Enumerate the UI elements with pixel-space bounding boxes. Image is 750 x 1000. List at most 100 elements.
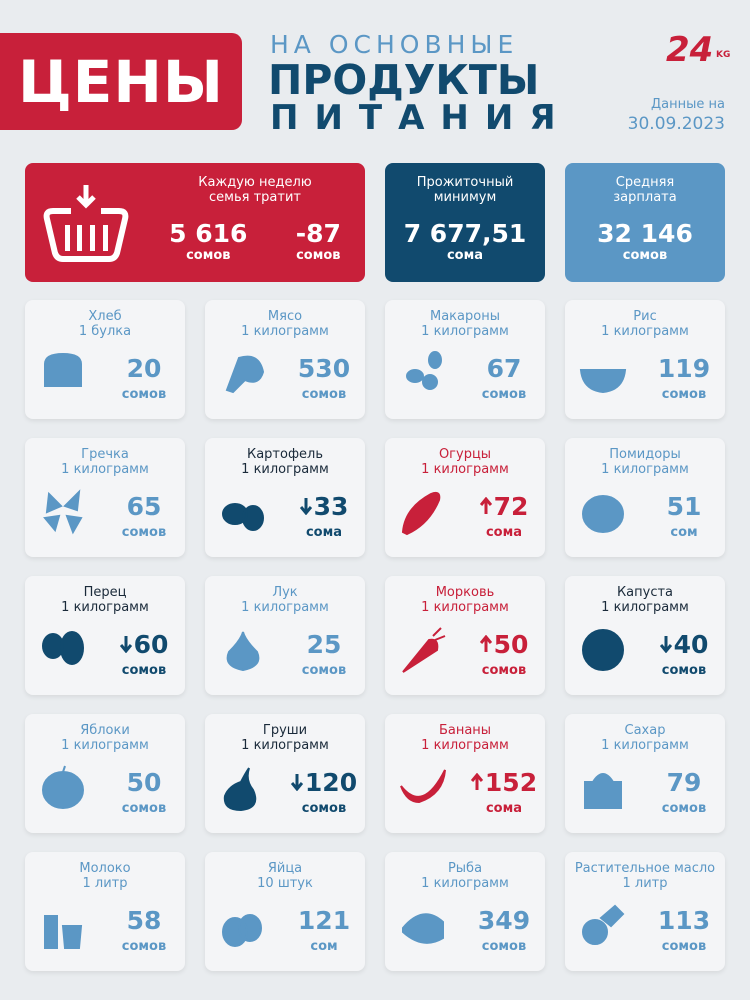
icon-shape: [584, 773, 622, 809]
item-card: Бананы 1 килограмм 152 сома: [385, 714, 545, 833]
item-price-box: 58: [103, 906, 185, 935]
item-card: Растительное масло 1 литр 113 сомов: [565, 852, 725, 971]
item-unit: 1 килограмм: [61, 738, 149, 753]
item-unit: 1 килограмм: [421, 600, 509, 615]
trend-arrow: [299, 498, 312, 516]
item-currency: сома: [485, 801, 523, 816]
item-unit: 1 килограмм: [421, 462, 509, 477]
item-name: Рис: [633, 309, 657, 324]
item-price-box: 50: [463, 630, 545, 659]
item-card: Сахар 1 килограмм 79 сомов: [565, 714, 725, 833]
summary-unit: сома: [446, 248, 484, 263]
arrow-shape: [659, 636, 672, 654]
item-price: 119: [657, 354, 711, 383]
item-currency: сомов: [661, 801, 707, 816]
item-unit: 10 штук: [257, 876, 313, 891]
trend-arrow: [119, 636, 132, 654]
item-unit: 1 килограмм: [61, 600, 149, 615]
icon-shape: [225, 355, 265, 394]
summary-label: Прожиточный минимум: [385, 175, 545, 205]
item-name: Хлеб: [88, 309, 122, 324]
item-icon: [222, 914, 263, 947]
item-card: Гречка 1 килограмм 65 сомов: [25, 438, 185, 557]
arrow-shape: [299, 498, 312, 516]
summary-value: -87: [295, 219, 341, 248]
item-currency: сомов: [301, 663, 347, 678]
item-unit: 1 килограмм: [241, 462, 329, 477]
item-card: Молоко 1 литр 58 сомов: [25, 852, 185, 971]
item-name: Груши: [262, 723, 308, 738]
item-unit: 1 килограмм: [241, 324, 329, 339]
item-price: 530: [297, 354, 351, 383]
item-name: Яйца: [267, 861, 303, 876]
trend-arrow: [479, 496, 492, 514]
item-name: Перец: [83, 585, 127, 600]
label-line: минимум: [433, 190, 497, 205]
item-price: 72: [493, 492, 529, 521]
item-icon: [400, 769, 446, 804]
item-card: Груши 1 килограмм 120 сомов: [205, 714, 365, 833]
item-unit: 1 литр: [82, 876, 128, 891]
weekly-card: Каждую неделю семья тратит 5 616 сомов -87…: [25, 163, 365, 282]
item-icon: [584, 773, 622, 809]
item-unit: 1 килограмм: [61, 462, 149, 477]
icon-shape: [222, 914, 263, 947]
minimum-card: Прожиточный минимум 7 677,51 сома: [385, 163, 545, 282]
icon-shape: [222, 503, 265, 531]
item-price-box: 33: [283, 492, 365, 521]
summary-label: Средняя зарплата: [565, 175, 725, 205]
icon-shape: [401, 491, 441, 536]
item-price-box: 20: [103, 354, 185, 383]
basket-icon: [43, 185, 129, 262]
item-icon: [406, 351, 443, 390]
item-price-box: 25: [283, 630, 365, 659]
icon-shape: [223, 767, 257, 812]
item-card: Яйца 10 штук 121 сом: [205, 852, 365, 971]
icon-shape: [579, 369, 627, 394]
item-price-box: 65: [103, 492, 185, 521]
item-price-box: 67: [463, 354, 545, 383]
item-card: Капуста 1 килограмм 40 сомов: [565, 576, 725, 695]
item-price: 120: [304, 768, 358, 797]
item-icon: [223, 767, 257, 812]
item-price-box: 530: [283, 354, 365, 383]
item-currency: сомов: [121, 939, 167, 954]
item-icon: [44, 915, 83, 949]
item-currency: сомов: [661, 663, 707, 678]
item-currency: сом: [670, 525, 698, 540]
item-name: Лук: [272, 585, 298, 600]
item-unit: 1 килограмм: [241, 600, 329, 615]
arrow-shape: [119, 636, 132, 654]
item-price: 79: [666, 768, 702, 797]
item-price: 65: [126, 492, 162, 521]
item-price-box: 40: [643, 630, 725, 659]
item-price: 113: [657, 906, 711, 935]
badge: ЦЕНЫ: [0, 33, 242, 130]
item-card: Рыба 1 килограмм 349 сомов: [385, 852, 545, 971]
item-price-box: 349: [463, 906, 545, 935]
item-name: Капуста: [616, 585, 674, 600]
item-card: Лук 1 килограмм 25 сомов: [205, 576, 365, 695]
item-unit: 1 литр: [622, 876, 668, 891]
item-name: Растительное масло: [574, 861, 716, 876]
item-price: 33: [313, 492, 349, 521]
item-name: Картофель: [246, 447, 324, 462]
item-price: 121: [297, 906, 351, 935]
item-price: 50: [493, 630, 529, 659]
arrow-shape: [479, 634, 492, 652]
item-price: 349: [477, 906, 531, 935]
item-currency: сомов: [661, 387, 707, 402]
item-name: Мясо: [267, 309, 303, 324]
items-grid: Хлеб 1 булка 20 сомов Мясо 1 килограмм 530 сомо…: [25, 300, 725, 971]
item-currency: сомов: [121, 663, 167, 678]
item-price: 20: [126, 354, 162, 383]
item-currency: сом: [310, 939, 338, 954]
item-name: Помидоры: [609, 447, 681, 462]
item-price-box: 51: [643, 492, 725, 521]
item-unit: 1 килограмм: [421, 876, 509, 891]
icon-shape: [44, 352, 82, 387]
item-name: Молоко: [79, 861, 131, 876]
item-icon: [42, 765, 85, 809]
title-line: НА ОСНОВНЫЕ: [270, 30, 519, 59]
